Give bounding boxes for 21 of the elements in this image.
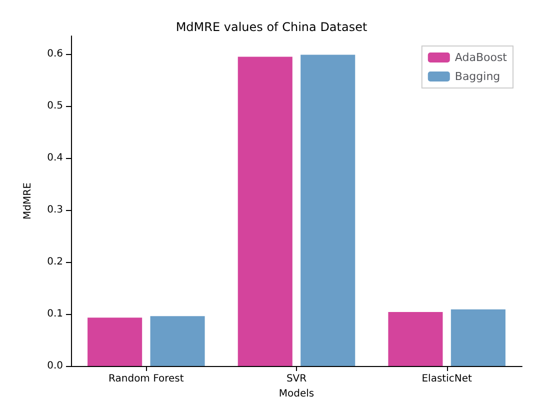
legend-label: Bagging (454, 70, 500, 83)
y-tick-label: 0.0 (47, 360, 63, 372)
bar (450, 309, 506, 366)
legend-label: AdaBoost (454, 51, 508, 64)
bar (150, 316, 205, 366)
bar (300, 54, 356, 366)
x-tick-label: SVR (286, 374, 307, 384)
x-tick-label: Random Forest (108, 374, 184, 384)
y-tick-label: 0.3 (47, 204, 63, 216)
bar (88, 318, 142, 366)
y-axis-title: MdMRE (22, 182, 34, 220)
y-tick-label: 0.5 (47, 100, 63, 112)
x-axis-title: Models (278, 388, 314, 400)
y-tick-label: 0.4 (47, 152, 63, 164)
bar (388, 312, 443, 366)
y-tick-label: 0.2 (47, 256, 63, 268)
chart-title: MdMRE values of China Dataset (176, 20, 368, 34)
y-tick-label: 0.1 (47, 308, 63, 320)
y-tick-label: 0.6 (47, 48, 63, 60)
x-tick-label: ElasticNet (422, 374, 472, 384)
bar (238, 56, 292, 366)
